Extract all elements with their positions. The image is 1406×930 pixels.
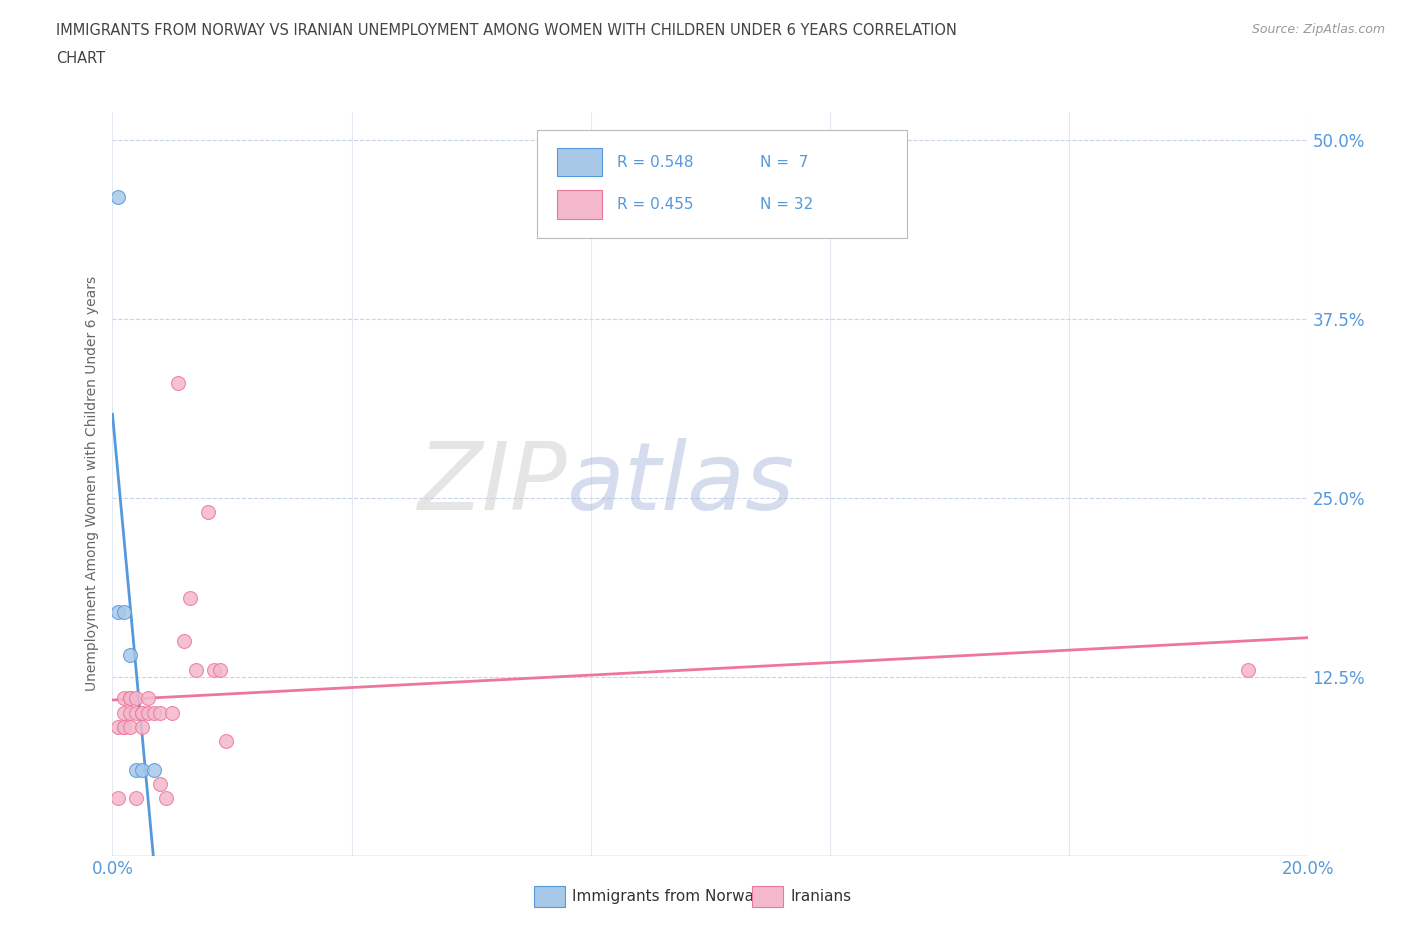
Point [131,720,153,735]
Point [162,705,183,720]
Point [138,691,160,706]
Point [143,705,166,720]
Text: R = 0.455: R = 0.455 [617,197,693,212]
Point [125,705,148,720]
Point [167,376,190,391]
Point [114,691,135,706]
Point [149,705,172,720]
Point [114,720,135,735]
Point [197,505,219,520]
Point [114,604,135,619]
Point [107,190,129,205]
Point [186,662,208,677]
Point [131,705,153,720]
Point [114,720,135,735]
Text: Source: ZipAtlas.com: Source: ZipAtlas.com [1251,23,1385,36]
Text: Immigrants from Norway: Immigrants from Norway [572,889,763,904]
Text: ZIP: ZIP [418,438,567,529]
Point [209,662,232,677]
Point [131,763,153,777]
Text: CHART: CHART [56,51,105,66]
Text: atlas: atlas [567,438,794,529]
Point [202,662,225,677]
Point [125,763,148,777]
Point [138,705,160,720]
Point [120,648,142,663]
Text: N = 32: N = 32 [761,197,814,212]
Y-axis label: Unemployment Among Women with Children Under 6 years: Unemployment Among Women with Children U… [86,276,100,691]
Point [107,604,129,619]
Point [149,777,172,791]
Point [120,691,142,706]
Text: R = 0.548: R = 0.548 [617,154,693,169]
Point [125,691,148,706]
Bar [557,148,603,177]
Point [107,790,129,805]
Point [120,705,142,720]
Point [131,705,153,720]
Text: IMMIGRANTS FROM NORWAY VS IRANIAN UNEMPLOYMENT AMONG WOMEN WITH CHILDREN UNDER 6: IMMIGRANTS FROM NORWAY VS IRANIAN UNEMPL… [56,23,957,38]
Text: N =  7: N = 7 [761,154,808,169]
Point [114,705,135,720]
Point [120,720,142,735]
Point [120,691,142,706]
Point [107,720,129,735]
Point [215,734,238,749]
Point [173,633,195,648]
Point [1237,662,1260,677]
Bar [557,191,603,219]
FancyBboxPatch shape [537,130,907,238]
Text: Iranians: Iranians [790,889,851,904]
Point [143,763,166,777]
Point [179,591,201,605]
Point [125,790,148,805]
Point [155,790,177,805]
